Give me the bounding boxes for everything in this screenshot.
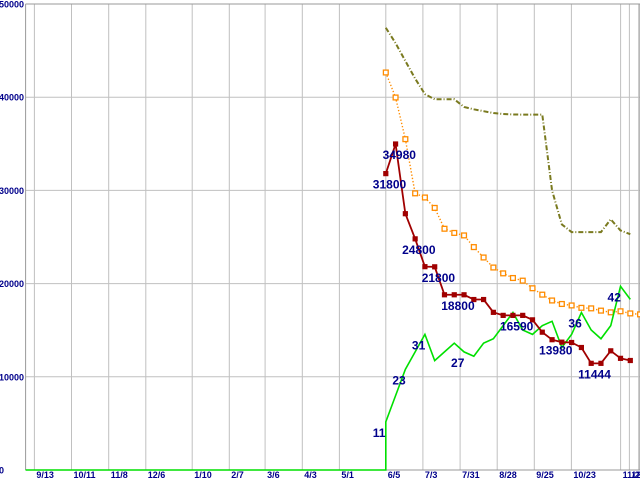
svg-text:31: 31 xyxy=(412,338,426,352)
svg-text:20000: 20000 xyxy=(0,279,24,289)
svg-text:3/6: 3/6 xyxy=(267,470,280,480)
svg-text:10/11: 10/11 xyxy=(74,470,96,480)
svg-text:40000: 40000 xyxy=(0,93,24,103)
svg-text:16590: 16590 xyxy=(500,319,534,333)
svg-text:4/3: 4/3 xyxy=(304,470,317,480)
svg-text:7/31: 7/31 xyxy=(462,470,480,480)
svg-text:27: 27 xyxy=(451,356,465,370)
svg-text:36: 36 xyxy=(568,317,582,331)
svg-text:2/7: 2/7 xyxy=(231,470,244,480)
svg-text:11444: 11444 xyxy=(578,367,611,381)
svg-text:6/5: 6/5 xyxy=(388,470,401,480)
svg-text:11/8: 11/8 xyxy=(111,470,128,480)
svg-text:50000: 50000 xyxy=(0,0,24,10)
svg-text:5/1: 5/1 xyxy=(341,470,354,480)
svg-text:9/13: 9/13 xyxy=(36,470,54,480)
svg-text:24800: 24800 xyxy=(402,243,436,257)
svg-text:10000: 10000 xyxy=(0,372,24,382)
svg-text:42: 42 xyxy=(608,290,622,304)
svg-text:0: 0 xyxy=(0,466,4,476)
svg-text:31800: 31800 xyxy=(373,178,407,192)
svg-text:12/6: 12/6 xyxy=(148,470,166,480)
svg-text:23: 23 xyxy=(392,373,406,387)
svg-text:21800: 21800 xyxy=(422,271,456,285)
svg-text:12/18: 12/18 xyxy=(631,470,640,480)
svg-text:9/25: 9/25 xyxy=(536,470,554,480)
svg-text:8/28: 8/28 xyxy=(499,470,517,480)
svg-text:18800: 18800 xyxy=(441,299,475,313)
svg-text:34980: 34980 xyxy=(383,148,417,162)
svg-text:30000: 30000 xyxy=(0,186,24,196)
svg-text:10/23: 10/23 xyxy=(573,470,596,480)
svg-text:1/10: 1/10 xyxy=(194,470,212,480)
svg-text:7/3: 7/3 xyxy=(425,470,438,480)
svg-text:11: 11 xyxy=(373,426,386,440)
svg-text:13980: 13980 xyxy=(539,344,573,358)
